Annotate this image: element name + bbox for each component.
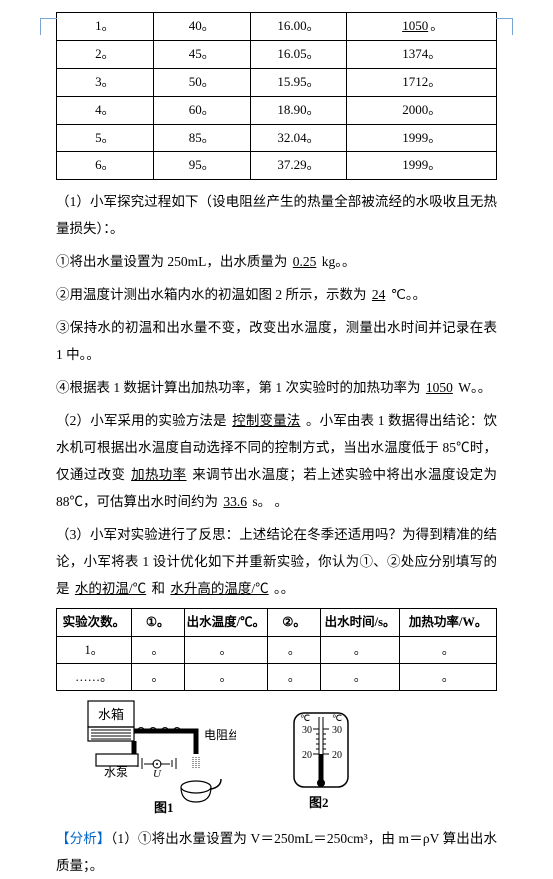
para-3: （3）小军对实验进行了反思：上述结论在冬季还适用吗？为得到精准的结论，小军将表 …: [56, 521, 497, 602]
svg-text:30: 30: [302, 725, 312, 736]
para-2: （2）小军采用的实验方法是 控制变量法 。小军由表 1 数据得出结论：饮水机可根…: [56, 407, 497, 515]
svg-text:图2: 图2: [309, 795, 329, 810]
para-1-step1: ①将出水量设置为 250mL，出水质量为 0.25 kg。。: [56, 248, 497, 275]
para-1-step3: ③保持水的初温和出水量不变，改变出水温度，测量出水时间并记录在表 1 中。。: [56, 314, 497, 368]
table-2: 实验次数。①。出水温度/℃。②。出水时间/s。加热功率/W。 1。。。。。。 ……: [56, 608, 497, 691]
thermometer-svg: 30 20 30 20 ℃ ℃ 图2: [276, 699, 366, 814]
answer-col1: 水的初温/℃: [73, 581, 148, 596]
svg-text:20: 20: [332, 750, 342, 761]
svg-text:电阻丝: 电阻丝: [204, 728, 236, 742]
table-1: 1。40。16.00。1050。 2。45。16.05。1374。 3。50。1…: [56, 12, 497, 180]
answer-mass: 0.25: [291, 254, 319, 269]
para-1-step4: ④根据表 1 数据计算出加热功率，第 1 次实验时的加热功率为 1050 W。。: [56, 374, 497, 401]
svg-text:水泵: 水泵: [104, 765, 128, 779]
answer-power: 1050: [424, 380, 455, 395]
table-header: 实验次数。①。出水温度/℃。②。出水时间/s。加热功率/W。: [57, 609, 497, 636]
table-row: 1。40。16.00。1050。: [57, 13, 497, 41]
table-row: ……。。。。。。: [57, 663, 497, 690]
crop-mark-tr: [496, 18, 513, 35]
answer-time: 33.6: [221, 494, 249, 509]
para-1-step2: ②用温度计测出水箱内水的初温如图 2 所示，示数为 24 ℃。。: [56, 281, 497, 308]
svg-text:℃: ℃: [332, 713, 342, 723]
table-row: 1。。。。。。: [57, 636, 497, 663]
table-row: 6。95。37.29。1999。: [57, 152, 497, 180]
analysis-para: 【分析】（1）①将出水量设置为 V＝250mL＝250cm³，由 m＝ρV 算出…: [56, 825, 497, 879]
answer-temp: 24: [370, 287, 388, 302]
figure-1: 水箱 电阻丝 水泵 U 图1: [86, 699, 236, 819]
page: 1。40。16.00。1050。 2。45。16.05。1374。 3。50。1…: [0, 12, 553, 813]
para-1-intro: （1）小军探究过程如下（设电阻丝产生的热量全部被流经的水吸收且无热量损失）：。: [56, 188, 497, 242]
answer-control: 加热功率: [129, 467, 188, 482]
figures: 水箱 电阻丝 水泵 U 图1 30 20 30 20 ℃ ℃ 图2: [86, 699, 497, 819]
svg-text:20: 20: [302, 750, 312, 761]
answer-col2: 水升高的温度/℃: [168, 581, 270, 596]
table-row: 2。45。16.05。1374。: [57, 40, 497, 68]
svg-text:图1: 图1: [154, 800, 174, 814]
answer-method: 控制变量法: [230, 413, 302, 428]
svg-text:U: U: [153, 768, 162, 780]
figure-2: 30 20 30 20 ℃ ℃ 图2: [276, 699, 366, 819]
svg-text:℃: ℃: [300, 713, 310, 723]
table-row: 4。60。18.90。2000。: [57, 96, 497, 124]
apparatus-svg: 水箱 电阻丝 水泵 U 图1: [86, 699, 236, 814]
table-row: 5。85。32.04。1999。: [57, 124, 497, 152]
analysis-label: 【分析】: [56, 831, 111, 846]
svg-text:30: 30: [332, 725, 342, 736]
table-row: 3。50。15.95。1712。: [57, 68, 497, 96]
crop-mark-tl: [40, 18, 57, 35]
svg-text:水箱: 水箱: [98, 707, 124, 722]
